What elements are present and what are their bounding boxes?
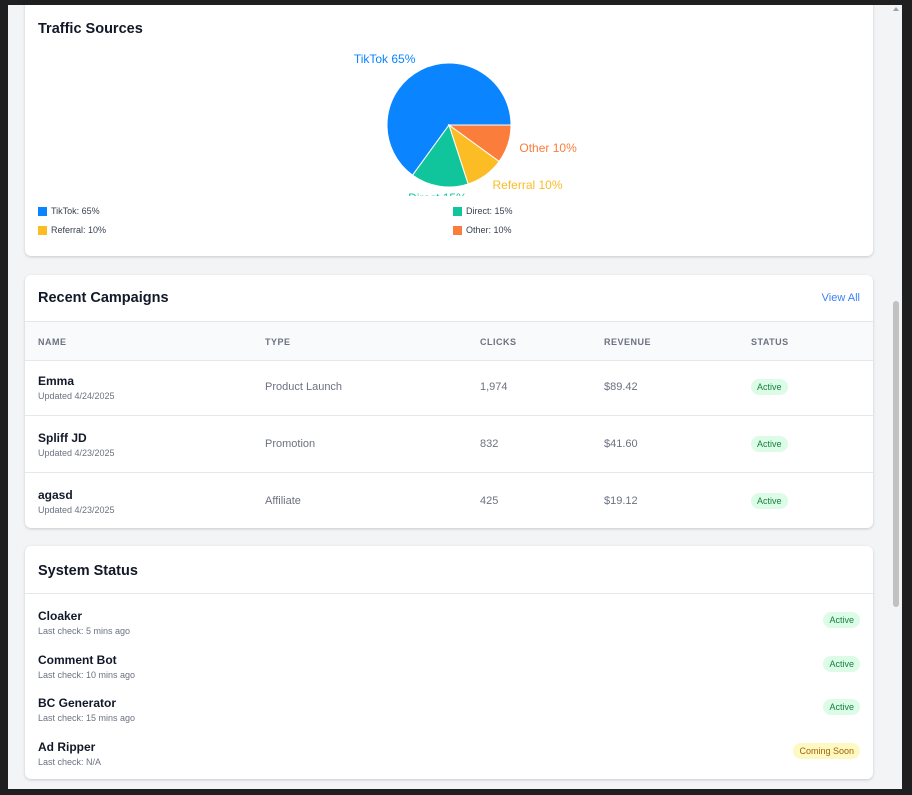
status-badge: Active — [823, 656, 860, 672]
traffic-pie-chart: TikTok 65% Direct 15% Referral 10% Other 10… — [354, 52, 577, 205]
system-name: Cloaker — [38, 609, 83, 623]
campaign-clicks: 425 — [480, 495, 499, 507]
system-status-card: System Status Cloaker Last check: 5 mins… — [25, 546, 873, 779]
campaign-updated: Updated 4/24/2025 — [38, 391, 115, 401]
column-header-revenue: REVENUE — [604, 337, 652, 347]
campaign-updated: Updated 4/23/2025 — [38, 505, 115, 515]
pie-slice-direct — [411, 123, 469, 188]
campaign-revenue: $19.12 — [604, 495, 638, 507]
status-badge: Active — [751, 493, 788, 509]
campaign-type: Affiliate — [265, 495, 301, 507]
table-row[interactable]: Spliff JD Updated 4/23/2025 Promotion 83… — [25, 416, 873, 473]
table-row[interactable]: agasd Updated 4/23/2025 Affiliate 425 $1… — [25, 473, 873, 528]
legend-swatch-referral — [38, 225, 47, 235]
view-all-link[interactable]: View All — [821, 292, 860, 304]
column-header-clicks: CLICKS — [480, 337, 517, 347]
campaign-type: Promotion — [265, 438, 316, 450]
system-name: BC Generator — [38, 696, 117, 710]
system-name: Comment Bot — [38, 653, 117, 667]
traffic-sources-title: Traffic Sources — [38, 21, 143, 37]
list-item: BC Generator Last check: 15 mins ago Act… — [25, 696, 873, 736]
pie-slice-tiktok — [386, 62, 512, 176]
list-item: Comment Bot Last check: 10 mins ago Acti… — [25, 653, 873, 693]
status-badge: Active — [823, 612, 860, 628]
legend-swatch-other — [453, 225, 462, 235]
traffic-sources-card: Traffic Sources TikTok 65% Direct 15% Refe… — [25, 5, 873, 256]
campaign-revenue: $41.60 — [604, 438, 638, 450]
legend-label-tiktok: TikTok: 65% — [51, 206, 100, 216]
campaign-name: Spliff JD — [38, 431, 87, 445]
column-header-status: STATUS — [751, 337, 789, 347]
legend-label-other: Other: 10% — [466, 225, 512, 235]
divider — [25, 593, 873, 594]
campaign-name: agasd — [38, 488, 73, 502]
legend-label-referral: Referral: 10% — [51, 225, 107, 235]
system-status-title: System Status — [38, 563, 138, 579]
column-header-type: TYPE — [265, 337, 291, 347]
legend-swatch-direct — [453, 206, 462, 216]
campaigns-table-header: NAME TYPE CLICKS REVENUE STATUS — [25, 321, 873, 361]
campaign-updated: Updated 4/23/2025 — [38, 448, 115, 458]
legend-label-direct: Direct: 15% — [466, 206, 513, 216]
table-row[interactable]: Emma Updated 4/24/2025 Product Launch 1,… — [25, 359, 873, 416]
status-badge: Coming Soon — [793, 743, 860, 759]
pie-label-direct: Direct 15% — [408, 191, 467, 205]
list-item: Ad Ripper Last check: N/A Coming Soon — [25, 740, 873, 779]
scrollbar-thumb[interactable] — [893, 301, 899, 607]
dashboard-viewport: Traffic Sources TikTok 65% Direct 15% Refe… — [8, 5, 902, 789]
system-last-check: Last check: N/A — [38, 757, 102, 767]
status-badge: Active — [751, 436, 788, 452]
system-last-check: Last check: 15 mins ago — [38, 713, 136, 723]
recent-campaigns-card: Recent Campaigns View All NAME TYPE CLIC… — [25, 275, 873, 528]
pie-label-tiktok: TikTok 65% — [354, 52, 416, 66]
campaign-type: Product Launch — [265, 381, 343, 393]
system-last-check: Last check: 5 mins ago — [38, 626, 131, 636]
pie-label-referral: Referral 10% — [492, 178, 562, 192]
column-header-name: NAME — [38, 337, 67, 347]
system-name: Ad Ripper — [38, 740, 96, 754]
pie-label-other: Other 10% — [519, 141, 577, 155]
status-badge: Active — [823, 699, 860, 715]
legend-swatch-tiktok — [38, 206, 47, 216]
system-last-check: Last check: 10 mins ago — [38, 670, 136, 680]
legend-item-other: Other: 10% — [453, 225, 512, 235]
status-badge: Active — [751, 379, 788, 395]
campaign-clicks: 1,974 — [480, 381, 508, 393]
list-item: Cloaker Last check: 5 mins ago Active — [25, 609, 873, 649]
vertical-scrollbar[interactable] — [890, 5, 902, 789]
recent-campaigns-title: Recent Campaigns — [38, 290, 169, 306]
legend-item-tiktok: TikTok: 65% — [38, 206, 100, 216]
campaign-name: Emma — [38, 374, 75, 388]
legend-item-direct: Direct: 15% — [453, 206, 513, 216]
campaign-clicks: 832 — [480, 438, 499, 450]
pie-slice-other — [447, 124, 512, 163]
campaign-revenue: $89.42 — [604, 381, 638, 393]
legend-item-referral: Referral: 10% — [38, 225, 106, 235]
scroll-up-arrow-icon[interactable] — [893, 7, 899, 11]
